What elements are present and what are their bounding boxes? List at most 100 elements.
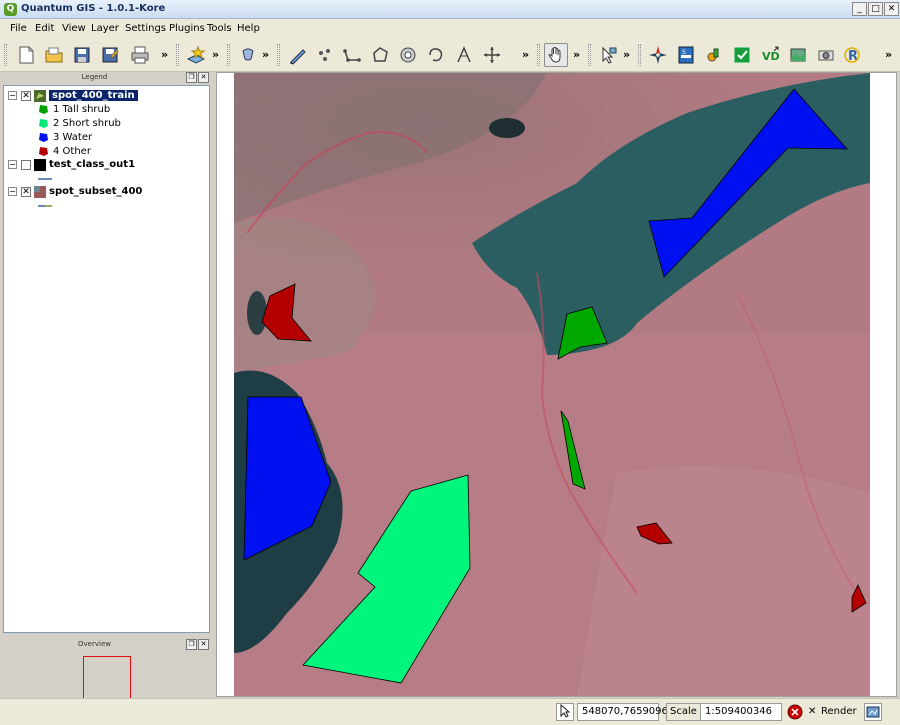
map-svg[interactable] (217, 73, 897, 697)
training-polygon-short-shrub[interactable] (302, 474, 471, 684)
training-polygon-other[interactable] (261, 283, 312, 342)
select-button[interactable] (596, 43, 620, 67)
close-dock-button[interactable]: ✕ (198, 72, 209, 83)
close-button[interactable]: ✕ (884, 2, 899, 16)
toolbar-grip[interactable] (638, 44, 641, 66)
layer-name: test_class_out1 (49, 159, 136, 170)
menu-tools[interactable]: Tools (207, 23, 232, 34)
menu-settings[interactable]: Settings (125, 23, 167, 34)
toolbar-overflow[interactable]: » (522, 48, 530, 61)
toolbar-overflow[interactable]: » (262, 48, 270, 61)
overview-button[interactable] (786, 43, 810, 67)
digitize-button[interactable] (286, 43, 310, 67)
menu-plugins[interactable]: Plugins (169, 23, 205, 34)
toolbar-grip[interactable] (537, 44, 540, 66)
training-polygon-other[interactable] (636, 522, 673, 545)
toolbar-grip[interactable] (277, 44, 280, 66)
toolbar-grip[interactable] (588, 44, 591, 66)
raster-symbol-icon (38, 177, 52, 180)
identify-button[interactable] (236, 43, 260, 67)
close-dock-button[interactable]: ✕ (198, 639, 209, 650)
add-layer-button[interactable] (184, 43, 208, 67)
legend-layer[interactable]: − test_class_out1 (8, 158, 135, 171)
projection-icon (866, 706, 880, 718)
training-polygon-other[interactable] (851, 584, 867, 613)
legend-layer[interactable]: − ✕ spot_subset_400 (8, 185, 142, 198)
copyright-button[interactable]: VD (758, 43, 782, 67)
menu-file[interactable]: File (10, 23, 27, 34)
float-dock-button[interactable]: ❐ (186, 72, 197, 83)
decoration-button[interactable] (814, 43, 838, 67)
toolbar-grip[interactable] (4, 44, 7, 66)
python-icon: R (844, 47, 860, 64)
maximize-button[interactable]: □ (868, 2, 883, 16)
toolbar-overflow[interactable]: » (573, 48, 581, 61)
split-button[interactable] (452, 43, 476, 67)
menu-help[interactable]: Help (237, 23, 260, 34)
save-project-button[interactable] (70, 43, 94, 67)
legend-layer[interactable]: − ✕ spot_400_train (8, 89, 138, 102)
menu-edit[interactable]: Edit (35, 23, 55, 34)
move-arrows-icon (484, 47, 500, 63)
class-label: 1 Tall shrub (53, 104, 111, 115)
class-label: 4 Other (53, 146, 91, 157)
projection-button[interactable] (864, 703, 882, 721)
title-bar: Q Quantum GIS - 1.0.1-Kore _ □ ✕ (0, 0, 900, 19)
map-canvas[interactable] (216, 72, 897, 697)
overview-extent-rect[interactable] (83, 656, 131, 699)
toolbar-overflow[interactable]: » (161, 48, 169, 61)
capture-point-button[interactable] (313, 43, 337, 67)
minimize-button[interactable]: _ (852, 2, 867, 16)
move-button[interactable] (480, 43, 504, 67)
class-label: 3 Water (53, 132, 93, 143)
identify-icon (242, 48, 254, 61)
pan-button[interactable] (544, 43, 568, 67)
capture-polygon-button[interactable] (368, 43, 392, 67)
expand-toggle[interactable]: − (8, 91, 17, 100)
overview-title: Overview (78, 640, 111, 648)
expand-toggle[interactable]: − (8, 187, 17, 196)
svg-text:VD: VD (762, 50, 780, 63)
toolbar-grip[interactable] (176, 44, 179, 66)
training-polygon-tall-shrub[interactable] (557, 306, 608, 360)
pan-hand-icon (548, 47, 561, 63)
toolbar-grip[interactable] (227, 44, 230, 66)
layer-visibility-checkbox[interactable]: ✕ (21, 90, 31, 101)
north-arrow-button[interactable] (646, 43, 670, 67)
save-as-button[interactable] (98, 43, 122, 67)
python-button[interactable]: R (842, 43, 866, 67)
legend-tree[interactable]: − ✕ spot_400_train 1 Tall shrub 2 Short … (3, 85, 210, 633)
layer-visibility-checkbox[interactable] (21, 159, 31, 170)
open-project-button[interactable] (42, 43, 66, 67)
raster-symbol-icon (38, 204, 52, 207)
capture-line-button[interactable] (340, 43, 364, 67)
layer-visibility-checkbox[interactable]: ✕ (21, 186, 31, 197)
grass-button[interactable] (730, 43, 754, 67)
menu-layer[interactable]: Layer (91, 23, 119, 34)
coordinate-toggle-button[interactable] (556, 703, 574, 721)
scale-input[interactable]: 1:509400346 (700, 703, 782, 721)
training-polygon-water[interactable] (243, 396, 332, 561)
render-checkbox[interactable]: ✕ (808, 706, 817, 717)
select-icon (602, 46, 617, 64)
save-project-icon (74, 47, 90, 63)
move-feature-button[interactable] (396, 43, 420, 67)
toolbar-overflow[interactable]: » (885, 48, 893, 61)
float-dock-button[interactable]: ❐ (186, 639, 197, 650)
stop-render-button[interactable] (787, 703, 803, 721)
menu-view[interactable]: View (62, 23, 86, 34)
print-button[interactable] (128, 43, 152, 67)
plugin-button[interactable] (702, 43, 726, 67)
legend-dock-header: Legend ❐ ✕ (3, 72, 210, 84)
svg-text:R: R (848, 49, 858, 64)
expand-toggle[interactable]: − (8, 160, 17, 169)
toolbar-overflow[interactable]: » (623, 48, 631, 61)
node-tool-button[interactable] (424, 43, 448, 67)
training-polygon-water[interactable] (648, 88, 848, 278)
polygon-symbol-icon (39, 119, 48, 128)
overview-map[interactable] (3, 651, 210, 699)
scalebar-button[interactable]: S (674, 43, 698, 67)
new-project-button[interactable] (14, 43, 38, 67)
toolbar-overflow[interactable]: » (212, 48, 220, 61)
training-polygon-tall-shrub[interactable] (560, 410, 586, 490)
